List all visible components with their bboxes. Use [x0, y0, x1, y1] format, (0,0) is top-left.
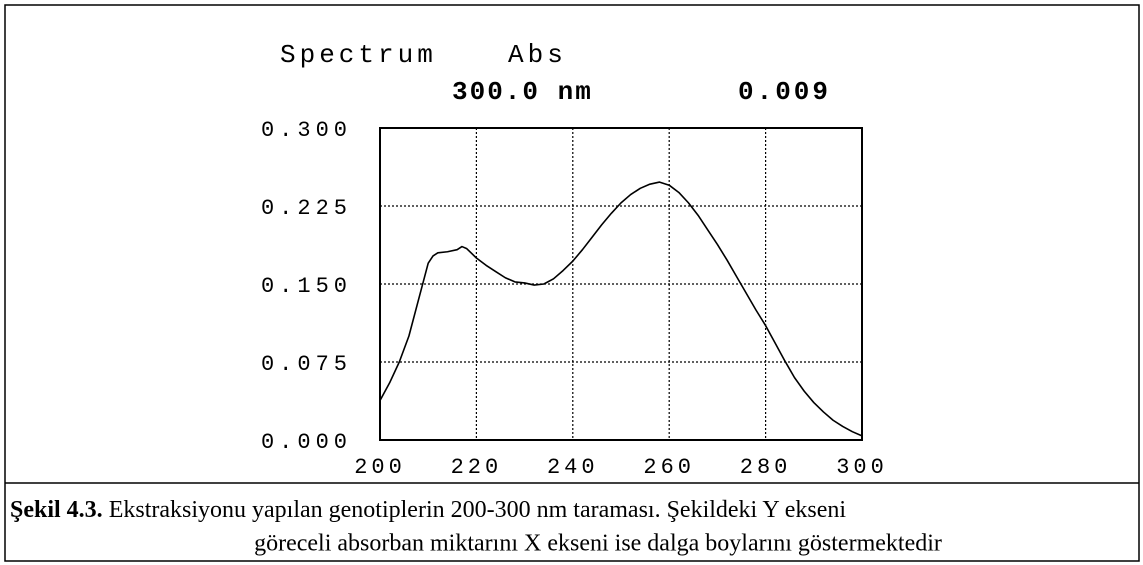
x-tick-label: 300: [836, 455, 888, 480]
header-text: Abs: [508, 40, 567, 70]
spectrum-line: [379, 181, 863, 437]
y-tick-label: 0.000: [261, 430, 352, 455]
frame: [4, 4, 1140, 562]
plot-frame: [379, 127, 863, 441]
caption-text: Ekstraksiyonu yapılan genotiplerin 200-3…: [109, 497, 847, 523]
caption-line: göreceli absorban miktarını X ekseni ise…: [254, 531, 942, 557]
y-tick-label: 0.225: [261, 196, 352, 221]
x-tick-label: 260: [643, 455, 695, 480]
caption-line: Şekil 4.3. Ekstraksiyonu yapılan genotipl…: [10, 497, 846, 523]
x-tick-label: 240: [547, 455, 599, 480]
y-tick-label: 0.300: [261, 118, 352, 143]
x-tick-label: 200: [354, 455, 406, 480]
y-tick-label: 0.075: [261, 352, 352, 377]
abs-readout: 0.009: [738, 77, 831, 107]
y-tick-label: 0.150: [261, 274, 352, 299]
x-tick-label: 220: [451, 455, 503, 480]
header-text: Spectrum: [280, 40, 437, 70]
x-tick-label: 280: [740, 455, 792, 480]
wavelength-readout: 300.0 nm: [452, 77, 593, 107]
caption-label: Şekil 4.3.: [10, 497, 103, 523]
